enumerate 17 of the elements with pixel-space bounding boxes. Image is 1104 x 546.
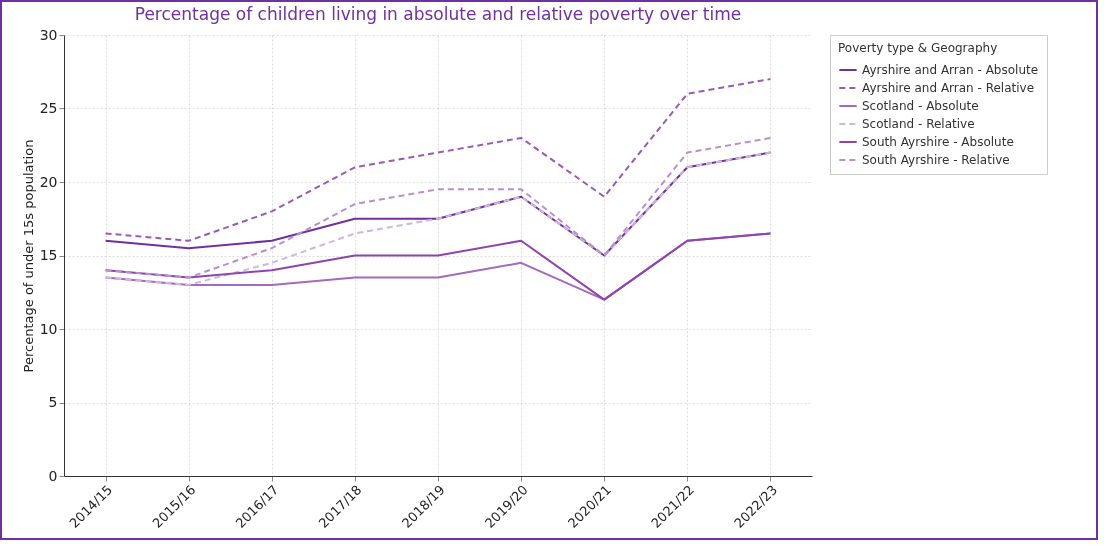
y-tick-label: 20 <box>39 173 58 190</box>
legend-label: Ayrshire and Arran - Relative <box>862 81 1035 95</box>
legend-label: South Ayrshire - Relative <box>862 153 1010 167</box>
legend-label: Scotland - Relative <box>862 117 975 131</box>
line-series <box>104 78 772 242</box>
legend-label: Ayrshire and Arran - Absolute <box>862 63 1039 77</box>
chart-title: Percentage of children living in absolute and relative poverty over time <box>134 4 742 24</box>
y-tick-label: 15 <box>39 247 58 263</box>
y-tick-label: 30 <box>39 26 58 43</box>
legend-label: South Ayrshire - Absolute <box>862 135 1014 149</box>
y-tick-label: 25 <box>39 100 58 116</box>
y-tick-label: 0 <box>48 467 58 484</box>
y-tick-label: 10 <box>39 320 58 337</box>
legend-label: Scotland - Absolute <box>862 99 979 113</box>
y-tick-label: 5 <box>48 394 58 410</box>
legend-title: Poverty type & Geography <box>838 41 998 55</box>
y-axis-title: Percentage of under 15s population <box>20 139 36 373</box>
